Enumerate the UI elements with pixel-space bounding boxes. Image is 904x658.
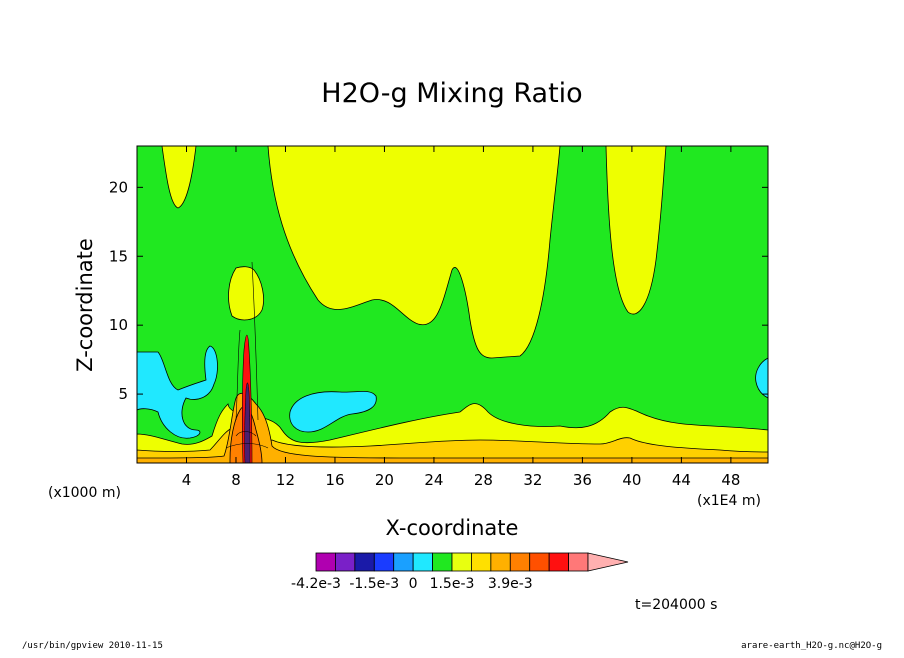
plot-area	[136, 145, 769, 464]
plume-dark-core	[244, 382, 251, 463]
upper-yellow-region-right	[605, 146, 667, 315]
x-tick-label: 44	[672, 471, 691, 489]
x-tick-label: 36	[573, 471, 592, 489]
footer-command: /usr/bin/gpview 2010-11-15	[22, 641, 163, 651]
colorbar-swatch	[509, 552, 531, 572]
y-tick-label: 10	[109, 316, 128, 334]
y-axis: 5 10 15 20	[109, 178, 768, 403]
colorbar-swatch	[335, 552, 356, 572]
colorbar-tick-label: 0	[409, 576, 418, 592]
x-tick-label: 48	[721, 471, 740, 489]
colorbar-tick-label: -1.5e-3	[349, 576, 399, 592]
colorbar-arrow	[587, 552, 629, 572]
x-axis-label: X-coordinate	[386, 516, 519, 540]
x-tick-label: 4	[182, 471, 192, 489]
upper-yellow-region-left	[161, 146, 197, 209]
colorbar-swatch	[490, 552, 511, 572]
colorbar-tick-label: 3.9e-3	[488, 576, 533, 592]
y-tick-label: 5	[118, 385, 128, 403]
x-tick-label: 32	[523, 471, 542, 489]
colorbar	[315, 552, 629, 572]
cyan-region-mid	[289, 390, 377, 433]
colorbar-swatch	[315, 552, 336, 572]
colorbar-swatch	[432, 552, 453, 572]
chart-title: H2O-g Mixing Ratio	[321, 78, 582, 109]
colorbar-swatch	[412, 552, 433, 572]
x-tick-label: 12	[276, 471, 295, 489]
footer-source: arare-earth_H2O-g.nc@H2O-g	[741, 641, 882, 651]
x-unit-right-label: (x1E4 m)	[697, 493, 761, 509]
colorbar-swatch	[471, 552, 492, 572]
upper-yellow-region	[267, 146, 561, 359]
orange-band	[137, 392, 768, 463]
x-tick-label: 8	[231, 471, 241, 489]
x-tick-label: 24	[424, 471, 443, 489]
plume-yellow-region	[228, 266, 264, 321]
time-label: t=204000 s	[635, 597, 717, 613]
colorbar-tick-labels: -4.2e-3 -1.5e-3 0 1.5e-3 3.9e-3	[291, 576, 533, 592]
y-tick-label: 15	[109, 247, 128, 265]
plume-contour-lines	[225, 261, 269, 449]
y-axis-label: Z-coordinate	[73, 238, 97, 372]
y-tick-label: 20	[109, 178, 128, 196]
colorbar-tick-label: -4.2e-3	[291, 576, 341, 592]
colorbar-swatch	[548, 552, 569, 572]
colorbar-swatch	[451, 552, 472, 572]
colorbar-swatch	[393, 552, 414, 572]
colorbar-tick-label: 1.5e-3	[430, 576, 475, 592]
x-tick-label: 20	[375, 471, 394, 489]
colorbar-swatch	[354, 552, 375, 572]
x-unit-left-label: (x1000 m)	[48, 485, 121, 501]
x-tick-label: 40	[622, 471, 641, 489]
cyan-region-right	[755, 357, 768, 399]
cyan-region-left	[137, 345, 218, 439]
x-axis: 4 8 12 16 20 24 28 32 36 40 44 48	[182, 146, 740, 489]
colorbar-swatch	[529, 552, 550, 572]
x-tick-label: 28	[474, 471, 493, 489]
colorbar-swatch	[568, 552, 589, 572]
x-tick-label: 16	[325, 471, 344, 489]
plot-frame	[136, 145, 769, 464]
colorbar-swatch	[373, 552, 395, 572]
